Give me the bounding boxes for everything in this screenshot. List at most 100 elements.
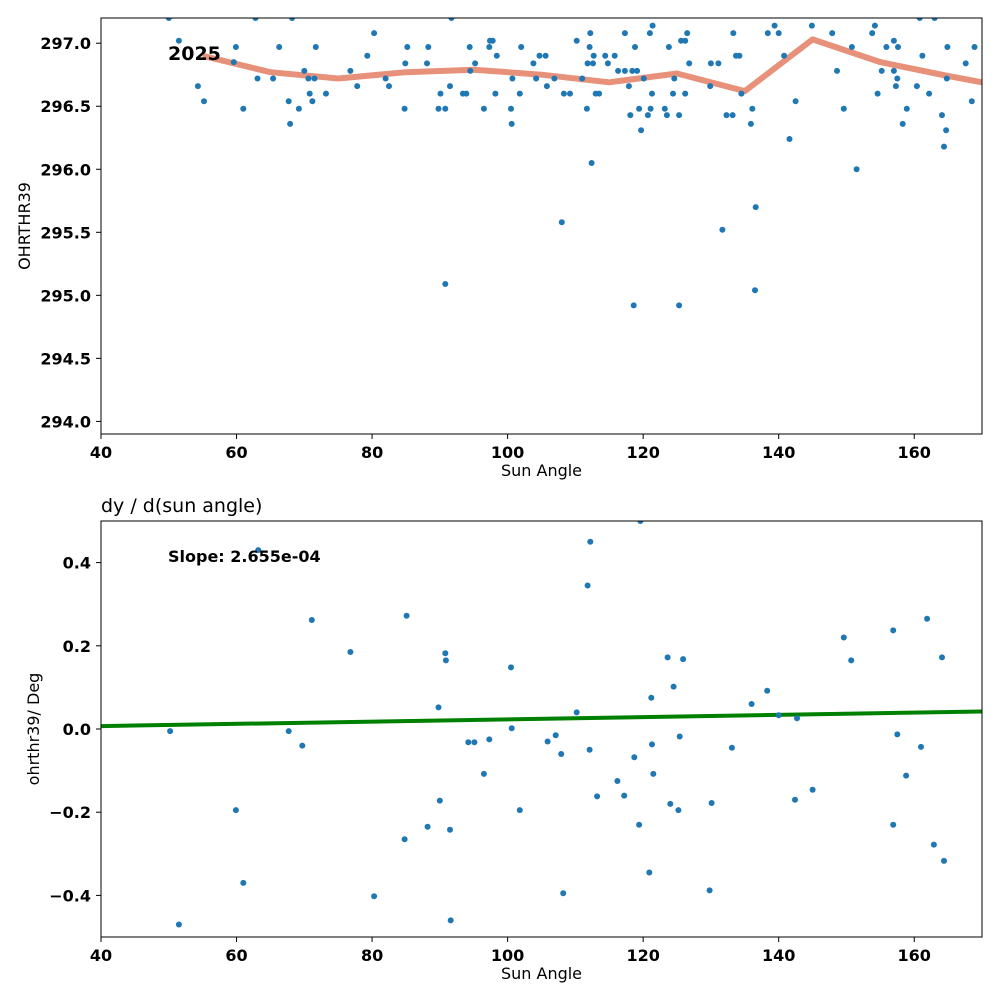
data-point [463,90,470,97]
data-point [586,44,593,50]
data-point [634,67,641,74]
data-point [903,772,910,779]
data-point [781,52,788,59]
plot-frame [100,17,983,435]
data-point [347,649,354,655]
data-point [306,90,313,97]
data-point [194,83,201,90]
y-tick-label: 294.0 [40,412,91,431]
data-point [631,754,638,761]
data-point [480,770,487,777]
data-point [749,105,756,112]
x-tick-label: 140 [762,443,795,462]
data-point [404,44,411,50]
data-point [447,83,453,90]
data-point [254,75,261,82]
data-point [913,83,920,90]
y-tick-label: 297.0 [40,34,91,53]
data-point [533,75,540,82]
data-point [670,683,677,690]
data-point [676,733,683,740]
data-point [941,857,947,864]
data-point [551,75,558,82]
data-point [509,75,516,82]
data-point [752,287,758,294]
x-tick-label: 160 [898,946,931,965]
data-point [792,98,799,105]
data-point [560,890,567,897]
plot-frame [100,520,983,938]
data-point [486,44,493,50]
data-point [530,60,537,67]
data-point [492,90,499,97]
data-point [308,617,315,623]
data-point [686,60,693,67]
data-point [649,741,655,748]
data-point [944,44,951,50]
data-point [962,60,969,67]
data-point [649,90,655,97]
data-point [890,37,897,44]
data-point [232,807,239,814]
data-point [354,83,361,90]
data-point [602,52,609,59]
data-point [587,30,594,37]
data-point [285,98,292,105]
data-point [894,75,901,82]
data-point [583,105,590,112]
data-point [621,792,628,799]
trend-line [201,36,982,95]
data-point [424,823,431,830]
data-point [448,18,455,21]
data-point [573,37,580,44]
data-point [402,60,409,67]
data-point [871,22,878,29]
x-tick-label: 100 [491,443,524,462]
data-point [614,778,621,784]
data-point [287,120,294,127]
data-point [309,98,316,105]
data-point [661,105,668,112]
data-point [471,739,478,746]
data-point [637,521,644,524]
data-point [312,44,319,50]
data-point [723,112,730,119]
data-point [466,44,473,50]
data-point [682,37,689,44]
data-point [175,921,182,928]
data-point [729,112,736,119]
data-point [625,83,632,90]
data-point [590,52,597,59]
data-point [671,75,678,82]
data-point [899,120,906,127]
y-tick-label: 296.0 [40,160,91,179]
data-point [829,30,836,37]
data-point [736,52,743,59]
data-point [371,30,378,37]
data-point [276,44,283,50]
data-point [684,30,691,37]
data-point [615,67,622,74]
data-point [636,105,643,112]
data-point [632,44,638,50]
data-point [647,105,654,112]
y-axis-label: ohrthr39/ Deg [24,673,43,786]
data-point [465,739,472,746]
data-point [649,22,656,29]
data-point [636,821,643,828]
y-tick-label: 0.0 [63,720,91,739]
data-point [706,887,713,894]
data-point [878,67,885,74]
data-point [311,75,318,82]
data-point [371,893,378,900]
data-point [968,98,975,105]
data-point [665,44,672,50]
data-point [670,90,676,97]
x-tick-label: 160 [898,443,931,462]
x-tick-label: 80 [361,946,383,965]
data-point [728,744,735,751]
data-point [508,725,515,732]
data-point [401,105,408,112]
data-point [890,627,897,634]
